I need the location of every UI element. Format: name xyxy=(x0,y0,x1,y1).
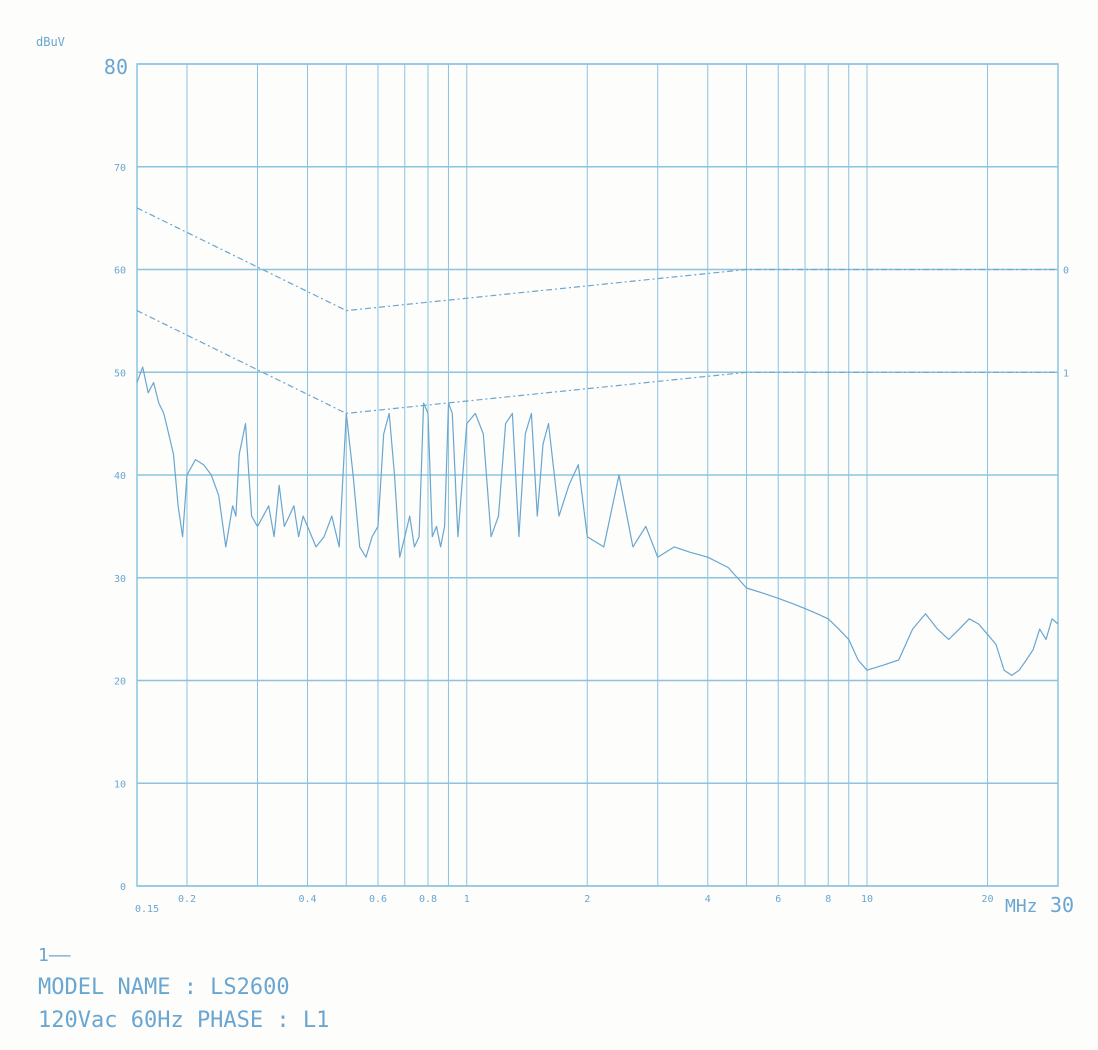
y-tick-label: 10 xyxy=(114,779,126,790)
y-tick-label: 80 xyxy=(104,55,128,79)
y-axis-label: dBuV xyxy=(36,35,65,49)
y-tick-label: 50 xyxy=(114,368,126,379)
y-tick-label: 70 xyxy=(114,163,126,174)
limit-line-label: 0 xyxy=(1063,266,1069,277)
y-tick-label: 40 xyxy=(114,471,126,482)
y-tick-label: 20 xyxy=(114,677,126,688)
limit-line-label: 1 xyxy=(1063,368,1069,379)
x-tick-label: 0.2 xyxy=(178,894,196,905)
x-tick-label: 6 xyxy=(775,894,781,905)
x-tick-label: 4 xyxy=(705,894,711,905)
y-tick-label: 30 xyxy=(114,574,126,585)
x-tick-label: 0.15 xyxy=(135,904,159,915)
x-axis-unit: MHz xyxy=(1005,896,1038,917)
y-tick-label: 0 xyxy=(120,882,126,893)
x-tick-label: 2 xyxy=(584,894,590,905)
x-tick-label: 20 xyxy=(981,894,993,905)
x-tick-label: 0.6 xyxy=(369,894,387,905)
test-conditions: 120Vac 60Hz PHASE : L1 xyxy=(38,1008,330,1033)
x-tick-label: 0.8 xyxy=(419,894,437,905)
x-tick-label: 8 xyxy=(825,894,831,905)
trace-marker: 1—– xyxy=(38,945,71,966)
x-tick-label: 10 xyxy=(861,894,873,905)
x-tick-label: 0.4 xyxy=(298,894,316,905)
x-tick-label: 30 xyxy=(1050,893,1074,917)
limit-line xyxy=(136,207,1058,312)
limit-line xyxy=(136,310,1058,415)
model-name: MODEL NAME : LS2600 xyxy=(38,975,290,1000)
x-tick-label: 1 xyxy=(464,894,470,905)
y-tick-label: 60 xyxy=(114,266,126,277)
series-line xyxy=(136,366,1059,676)
